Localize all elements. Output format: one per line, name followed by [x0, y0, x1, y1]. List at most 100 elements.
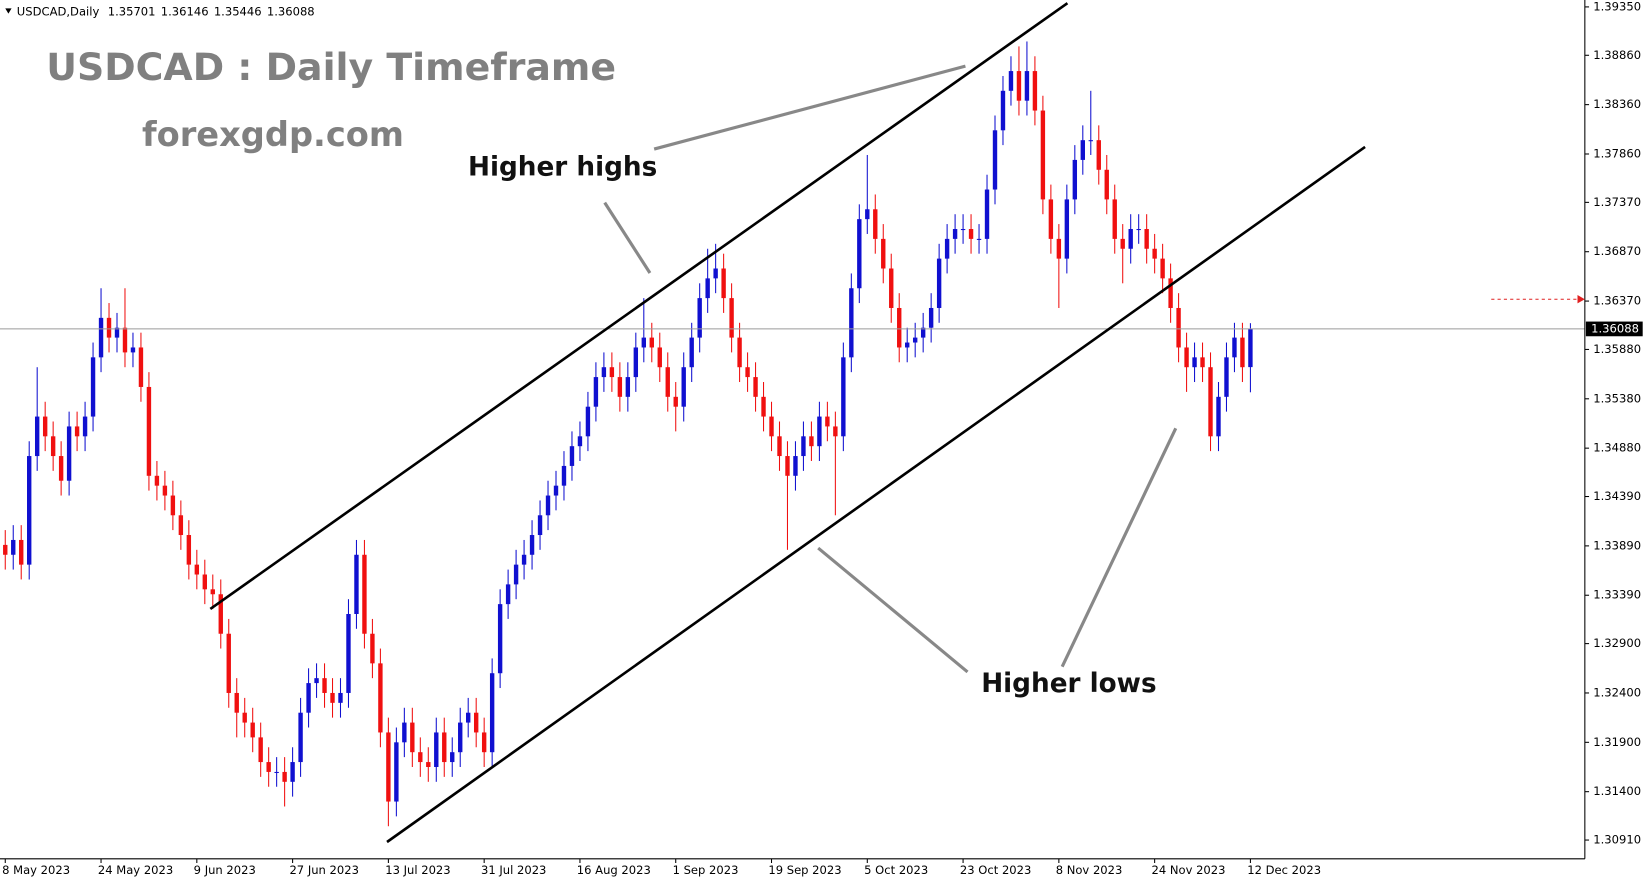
- candle-body: [657, 347, 662, 368]
- y-tick-label: 1.38360: [1593, 97, 1641, 111]
- x-tick-label: 13 Jul 2023: [385, 863, 450, 877]
- x-tick-label: 9 Jun 2023: [194, 863, 256, 877]
- candle-body: [1128, 229, 1133, 249]
- candle-body: [833, 426, 838, 437]
- y-tick-label: 1.33390: [1593, 588, 1641, 602]
- candle-body: [1192, 357, 1197, 368]
- candle-body: [1016, 71, 1022, 101]
- candle-body: [27, 456, 32, 565]
- candle-body: [98, 317, 104, 358]
- candle-body: [394, 742, 399, 802]
- candle-body: [593, 377, 599, 407]
- candle-body: [90, 357, 96, 417]
- header: USDCAD,Daily 1.35701 1.36146 1.35446 1.36088: [17, 4, 315, 18]
- ohlc-close: 1.36088: [267, 4, 315, 18]
- ohlc-high: 1.36146: [161, 4, 209, 18]
- candle-body: [1160, 258, 1165, 279]
- candle-body: [306, 683, 311, 713]
- candle-body: [386, 732, 391, 802]
- y-tick-label: 1.34390: [1593, 489, 1641, 503]
- chart-subtitle: forexgdp.com: [142, 115, 404, 154]
- candle-body: [505, 584, 511, 605]
- candle-body: [66, 426, 72, 481]
- candle-body: [497, 604, 503, 674]
- y-tick-label: 1.33890: [1593, 538, 1641, 552]
- alert-arrow: [1577, 295, 1585, 304]
- candle-body: [793, 456, 798, 476]
- y-tick-label: 1.32400: [1593, 685, 1641, 699]
- candle-body: [130, 347, 136, 353]
- candle-body: [625, 377, 631, 397]
- candle-body: [1072, 159, 1078, 200]
- candle-body: [633, 347, 639, 378]
- symbol: USDCAD,Daily: [17, 4, 100, 18]
- pointer-line: [1060, 427, 1178, 668]
- candle-body: [976, 238, 982, 240]
- candle-body: [545, 495, 551, 516]
- y-tick-label: 1.35880: [1593, 342, 1641, 356]
- candle-body: [841, 357, 846, 437]
- candle-body: [889, 268, 894, 308]
- candle-body: [322, 678, 327, 693]
- candle-body: [689, 337, 694, 368]
- candle-body: [912, 337, 918, 343]
- candle-body: [378, 663, 383, 733]
- candle-body: [34, 416, 40, 457]
- candle-body: [1104, 169, 1109, 200]
- candle-body: [226, 633, 231, 693]
- candle-body: [553, 485, 559, 496]
- x-tick-label: 24 May 2023: [98, 863, 173, 877]
- candle-body: [601, 367, 607, 378]
- candle-body: [74, 426, 80, 437]
- candle-body: [354, 554, 359, 614]
- candle-body: [849, 288, 854, 358]
- candle-body: [992, 130, 998, 190]
- candle-body: [11, 539, 16, 555]
- candle-body: [865, 209, 870, 220]
- candle-body: [1112, 199, 1117, 239]
- candle-body: [705, 278, 710, 299]
- pointer-line: [603, 201, 652, 274]
- candle-body: [473, 712, 479, 733]
- candle-body: [178, 515, 184, 536]
- candle-body: [881, 238, 886, 269]
- y-tick-label: 1.32900: [1593, 636, 1641, 650]
- candle-body: [266, 762, 271, 772]
- x-tick-label: 27 Jun 2023: [289, 863, 359, 877]
- candle-body: [729, 298, 734, 338]
- candle-body: [314, 678, 319, 684]
- candle-body: [777, 436, 782, 457]
- candle-body: [19, 539, 24, 565]
- candle-body: [673, 396, 678, 407]
- candle-body: [1224, 357, 1229, 397]
- candle-body: [665, 367, 670, 397]
- candle-body: [1096, 140, 1101, 170]
- candle-body: [944, 238, 950, 259]
- candle-body: [1024, 71, 1030, 101]
- candle-body: [218, 594, 223, 634]
- candle-body: [609, 367, 615, 378]
- candle-body: [537, 515, 543, 536]
- candle-body: [753, 377, 758, 397]
- candle-body: [1240, 337, 1245, 368]
- candle-body: [170, 495, 176, 516]
- candle-body: [58, 456, 64, 481]
- candle-body: [466, 712, 471, 723]
- candle-body: [897, 307, 902, 348]
- candle-body: [801, 436, 806, 457]
- candle-body: [928, 307, 934, 328]
- candle-body: [186, 535, 192, 565]
- candle-body: [1248, 328, 1253, 368]
- candle-body: [681, 367, 686, 407]
- candle-body: [1048, 199, 1054, 239]
- y-tick-label: 1.34880: [1593, 441, 1641, 455]
- chart-title: USDCAD : Daily Timeframe: [46, 45, 616, 89]
- candle-body: [298, 712, 303, 763]
- candle-body: [1232, 337, 1237, 358]
- candle-body: [146, 386, 152, 476]
- candle-body: [114, 327, 120, 338]
- candle-body: [402, 722, 407, 743]
- pointer-line: [817, 546, 969, 674]
